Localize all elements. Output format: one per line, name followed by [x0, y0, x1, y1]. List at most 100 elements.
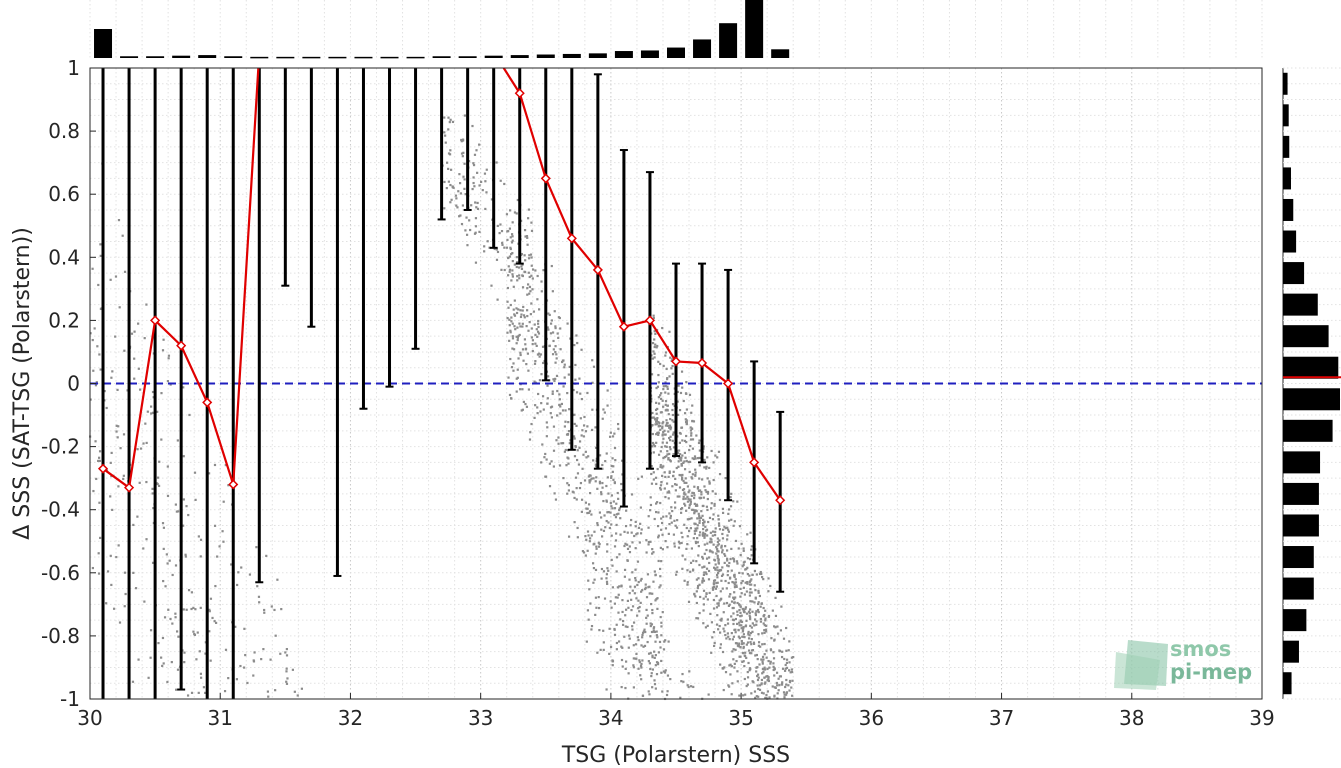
scatter-point [757, 687, 760, 691]
scatter-point [508, 318, 511, 321]
scatter-point [728, 595, 731, 598]
scatter-point [544, 452, 547, 456]
scatter-point [739, 587, 742, 590]
scatter-point [763, 666, 766, 669]
scatter-point [662, 670, 665, 673]
scatter-point [662, 385, 665, 388]
scatter-point [118, 306, 121, 309]
scatter-point [123, 349, 126, 352]
scatter-point [751, 622, 754, 625]
scatter-point [506, 300, 509, 303]
scatter-point [701, 557, 705, 560]
x-tick-label: 39 [1249, 706, 1274, 730]
scatter-point [668, 471, 671, 475]
scatter-point [659, 424, 662, 428]
top-hist-bar [510, 55, 529, 58]
scatter-point [732, 612, 735, 615]
scatter-point [708, 561, 711, 565]
scatter-point [650, 465, 653, 468]
scatter-point [649, 496, 652, 499]
scatter-point [659, 546, 662, 549]
scatter-point [466, 244, 469, 247]
scatter-point [688, 504, 691, 507]
scatter-point [657, 360, 660, 363]
scatter-point [756, 674, 759, 678]
scatter-point [528, 321, 531, 324]
scatter-point [589, 537, 592, 540]
scatter-point [449, 183, 452, 187]
scatter-points [89, 114, 795, 701]
scatter-point [732, 574, 736, 577]
scatter-point [656, 416, 659, 420]
scatter-point [735, 584, 738, 587]
scatter-point [702, 527, 705, 531]
scatter-point [130, 332, 134, 335]
scatter-point [713, 533, 717, 537]
scatter-point [122, 433, 126, 436]
scatter-point [592, 581, 595, 584]
scatter-point [707, 693, 710, 696]
scatter-point [668, 330, 671, 333]
scatter-point [732, 658, 735, 661]
scatter-point [721, 537, 725, 540]
scatter-point [600, 535, 604, 538]
scatter-point [575, 424, 578, 427]
scatter-point [691, 477, 694, 480]
scatter-point [762, 578, 765, 581]
scatter-point [549, 412, 552, 415]
scatter-point [167, 357, 170, 360]
scatter-point [757, 676, 760, 679]
scatter-point [745, 643, 748, 646]
scatter-point [174, 503, 177, 506]
error-bars [101, 68, 785, 699]
scatter-point [523, 338, 527, 341]
scatter-point [730, 600, 734, 603]
scatter-point [717, 558, 720, 561]
scatter-point [721, 511, 725, 515]
scatter-point [610, 505, 613, 508]
scatter-point [115, 555, 118, 559]
scatter-point [518, 322, 521, 325]
scatter-point [657, 431, 660, 435]
scatter-point [698, 477, 701, 480]
scatter-point [711, 518, 715, 521]
scatter-point [675, 526, 679, 529]
scatter-point [705, 548, 708, 552]
scatter-point [721, 573, 725, 576]
scatter-point [634, 579, 637, 582]
scatter-point [751, 600, 754, 603]
right-hist-bar [1283, 262, 1305, 285]
scatter-point [171, 622, 174, 625]
scatter-point [738, 525, 742, 528]
scatter-point [740, 581, 743, 585]
scatter-point [791, 694, 794, 697]
scatter-point [517, 266, 521, 269]
scatter-point [484, 207, 487, 211]
scatter-point [653, 352, 656, 355]
scatter-point [716, 456, 719, 459]
scatter-point [659, 487, 662, 490]
scatter-point [653, 356, 656, 359]
scatter-point [731, 618, 735, 621]
scatter-point [269, 658, 272, 661]
scatter-point [690, 685, 693, 688]
scatter-point [461, 204, 465, 207]
scatter-point [656, 663, 660, 666]
scatter-point [744, 625, 747, 628]
scatter-point [499, 179, 502, 182]
scatter-point [450, 198, 453, 201]
scatter-point [737, 629, 740, 632]
scatter-point [551, 331, 555, 334]
scatter-point [717, 514, 720, 517]
scatter-point [744, 606, 748, 609]
scatter-point [706, 542, 709, 545]
scatter-point [533, 362, 537, 365]
scatter-point [664, 381, 667, 384]
mean-marker [775, 495, 786, 506]
scatter-point [554, 326, 557, 330]
scatter-point [739, 645, 742, 649]
scatter-point [749, 588, 752, 591]
scatter-point [736, 680, 739, 683]
scatter-point [105, 406, 108, 410]
scatter-point [608, 652, 611, 655]
